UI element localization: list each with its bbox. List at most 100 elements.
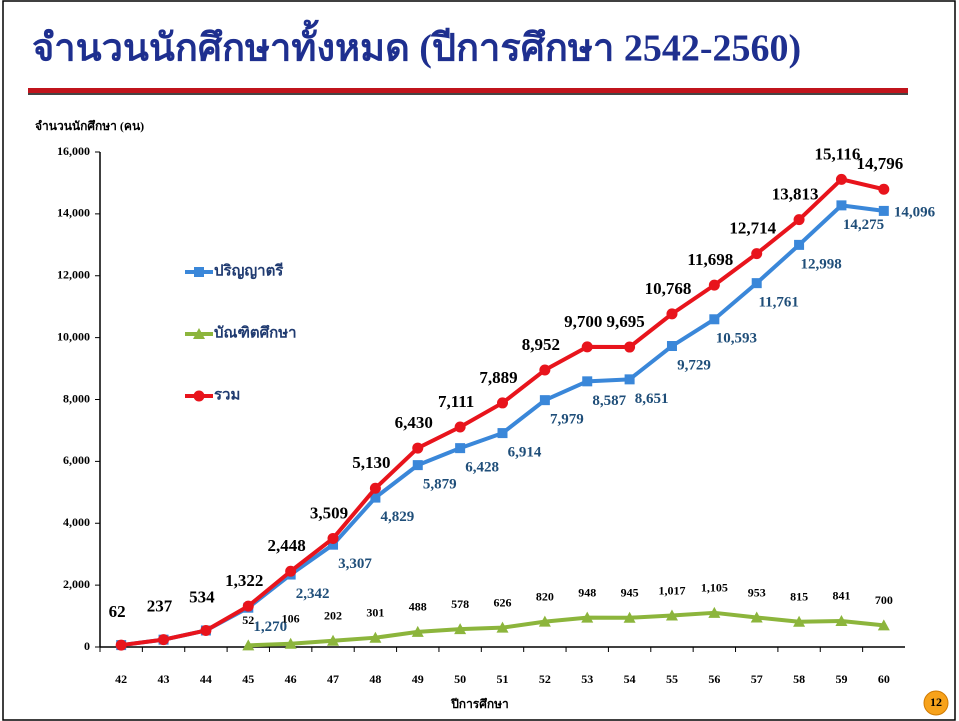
data-point xyxy=(328,539,339,550)
slide-title: จำนวนนักศึกษาทั้งหมด (ปีการศึกษา 2542-25… xyxy=(32,20,801,70)
legend-label: รวม xyxy=(214,387,240,403)
data-point xyxy=(327,634,340,646)
data-point xyxy=(285,565,297,577)
data-point xyxy=(623,611,636,623)
y-tick-label: 16,000 xyxy=(57,144,90,158)
data-label: 11,698 xyxy=(687,250,733,269)
data-point xyxy=(454,421,466,433)
data-point xyxy=(369,482,381,494)
data-label: 7,889 xyxy=(479,368,517,387)
data-label: 6,428 xyxy=(465,460,499,476)
x-tick-label: 53 xyxy=(581,672,593,686)
data-point xyxy=(835,173,847,185)
title-underline xyxy=(28,88,908,93)
x-tick-label: 48 xyxy=(369,672,381,686)
x-tick-label: 52 xyxy=(539,672,551,686)
x-tick-label: 50 xyxy=(454,672,466,686)
x-axis-title: ปีการศึกษา xyxy=(451,697,509,711)
data-label: 820 xyxy=(536,589,554,603)
data-label: 237 xyxy=(147,597,173,616)
data-point xyxy=(538,615,551,627)
data-point xyxy=(581,341,593,353)
data-label: 2,448 xyxy=(268,536,306,555)
data-label: 945 xyxy=(621,586,639,600)
data-label: 10,593 xyxy=(716,331,757,347)
data-point xyxy=(497,397,508,409)
y-tick-label: 10,000 xyxy=(57,329,90,343)
data-point xyxy=(327,532,339,544)
data-point xyxy=(836,200,847,211)
data-label: 15,116 xyxy=(815,144,861,163)
y-tick-label: 2,000 xyxy=(63,577,90,591)
data-label: 953 xyxy=(748,585,766,599)
y-axis-title: จำนวนนักศึกษา (คน) xyxy=(35,119,144,133)
data-point xyxy=(242,600,254,612)
data-label: 301 xyxy=(366,605,384,619)
data-label: 5,130 xyxy=(352,453,390,472)
data-label: 626 xyxy=(494,595,512,609)
data-label: 5,879 xyxy=(423,477,457,493)
y-tick-label: 12,000 xyxy=(57,268,90,282)
data-point xyxy=(666,341,677,352)
data-label: 1,105 xyxy=(701,581,728,595)
data-label: 948 xyxy=(578,585,596,599)
x-tick-label: 43 xyxy=(158,672,170,686)
data-label: 14,796 xyxy=(856,154,903,173)
data-point xyxy=(158,634,170,646)
data-label: 8,587 xyxy=(592,393,626,409)
x-tick-label: 57 xyxy=(751,672,763,686)
legend-marker xyxy=(194,267,204,277)
data-label: 8,651 xyxy=(635,391,669,407)
data-point xyxy=(242,639,255,651)
y-tick-label: 6,000 xyxy=(63,453,90,467)
data-point xyxy=(369,631,382,643)
x-tick-label: 46 xyxy=(285,672,297,686)
data-label: 62 xyxy=(109,602,126,621)
data-point xyxy=(665,609,678,621)
data-label: 3,509 xyxy=(310,503,348,522)
y-tick-label: 0 xyxy=(84,639,90,653)
series-line xyxy=(248,610,885,648)
data-point xyxy=(115,639,127,651)
data-label: 7,111 xyxy=(438,392,474,411)
data-point xyxy=(794,239,805,250)
x-tick-label: 45 xyxy=(242,672,254,686)
data-label: 9,695 xyxy=(606,312,644,331)
data-point xyxy=(793,214,805,226)
data-point xyxy=(455,443,466,454)
data-label: 9,700 xyxy=(564,312,602,331)
data-label: 13,813 xyxy=(772,185,819,204)
data-point xyxy=(666,308,678,320)
data-point xyxy=(878,205,889,216)
data-point xyxy=(539,364,551,376)
data-point xyxy=(412,460,423,471)
data-label: 8,952 xyxy=(522,335,560,354)
data-label: 11,761 xyxy=(758,295,798,311)
data-label: 12,998 xyxy=(800,256,841,272)
data-point xyxy=(200,624,212,636)
data-point xyxy=(411,625,424,637)
x-tick-label: 60 xyxy=(878,672,890,686)
y-tick-label: 4,000 xyxy=(63,515,90,529)
data-label: 202 xyxy=(324,609,342,623)
data-point xyxy=(878,183,890,195)
data-point xyxy=(370,492,381,503)
data-label: 4,829 xyxy=(381,509,415,525)
data-label: 7,979 xyxy=(550,412,584,428)
data-label: 534 xyxy=(189,587,215,606)
data-point xyxy=(708,606,721,618)
data-label: 106 xyxy=(282,611,300,625)
data-label: 6,430 xyxy=(395,413,433,432)
data-label: 52 xyxy=(242,613,254,627)
y-tick-label: 8,000 xyxy=(63,391,90,405)
x-tick-label: 58 xyxy=(793,672,805,686)
x-tick-label: 42 xyxy=(115,672,127,686)
data-label: 3,307 xyxy=(338,556,372,572)
data-label: 14,096 xyxy=(894,204,936,220)
data-point xyxy=(708,279,720,291)
data-point xyxy=(751,278,762,289)
data-point xyxy=(624,374,635,385)
data-point xyxy=(412,442,424,454)
data-point xyxy=(877,619,890,631)
